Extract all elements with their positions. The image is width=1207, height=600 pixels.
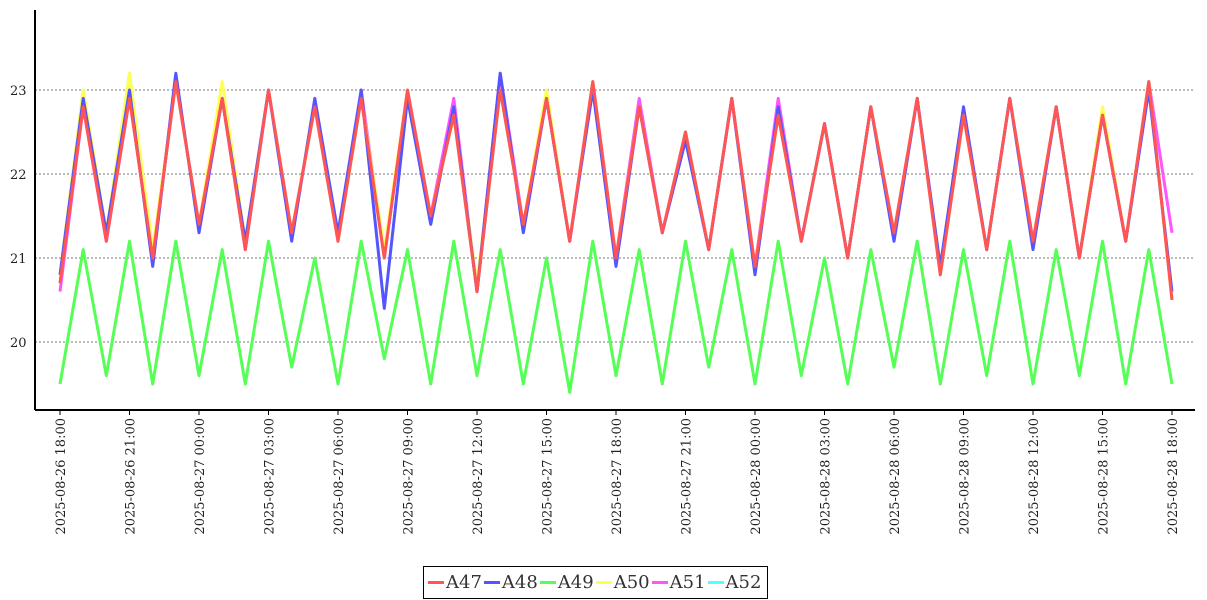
y-axis-ticks: 20 21 22 23 [10, 84, 27, 351]
legend-item-a48: A48 [483, 572, 538, 593]
x-tick-label: 2025-08-28 03:00 [819, 418, 834, 535]
x-tick-label: 2025-08-27 06:00 [332, 418, 347, 535]
x-tick-label: 2025-08-27 21:00 [680, 418, 695, 535]
legend-item-a51: A51 [651, 572, 706, 593]
x-tick-label: 2025-08-28 12:00 [1027, 418, 1042, 535]
legend-label: A51 [669, 572, 706, 593]
x-tick-label: 2025-08-28 15:00 [1097, 418, 1112, 535]
x-axis-ticks: 2025-08-26 18:00 2025-08-26 21:00 2025-08-… [54, 410, 1181, 535]
legend-swatch [651, 581, 668, 584]
x-tick-label: 2025-08-27 03:00 [263, 418, 278, 535]
x-tick-label: 2025-08-27 09:00 [402, 418, 417, 535]
x-tick-label: 2025-08-26 21:00 [124, 418, 139, 535]
legend-label: A49 [557, 572, 594, 593]
legend-swatch [483, 581, 500, 584]
y-tick-label: 20 [10, 336, 27, 351]
y-tick-label: 22 [10, 168, 27, 183]
legend-label: A50 [613, 572, 650, 593]
series-line-a49 [58, 239, 1174, 394]
legend: A47 A48 A49 A50 A51 A52 [423, 566, 769, 599]
x-tick-label: 2025-08-28 09:00 [958, 418, 973, 535]
legend-item-a50: A50 [595, 572, 650, 593]
x-tick-label: 2025-08-27 12:00 [471, 418, 486, 535]
legend-item-a47: A47 [428, 572, 482, 593]
y-tick-label: 21 [10, 252, 27, 267]
legend-item-a52: A52 [707, 572, 762, 593]
line-chart: 20 21 22 23 2025-08-26 18:00 2025-08-26 21:0… [10, 10, 1195, 535]
legend-label: A48 [501, 572, 538, 593]
x-tick-label: 2025-08-27 00:00 [193, 418, 208, 535]
x-tick-label: 2025-08-27 18:00 [610, 418, 625, 535]
legend-swatch [428, 581, 444, 584]
legend-label: A52 [725, 572, 762, 593]
series-line-a47 [58, 80, 1174, 301]
series-lines [58, 71, 1174, 394]
legend-label: A47 [446, 572, 482, 593]
x-tick-label: 2025-08-26 18:00 [54, 418, 69, 535]
legend-swatch [707, 581, 724, 584]
x-tick-label: 2025-08-28 06:00 [888, 418, 903, 535]
legend-item-a49: A49 [539, 572, 594, 593]
legend-swatch [539, 581, 556, 584]
legend-swatch [595, 581, 612, 584]
y-tick-label: 23 [10, 84, 27, 99]
x-tick-label: 2025-08-27 15:00 [541, 418, 556, 535]
x-tick-label: 2025-08-28 00:00 [749, 418, 764, 535]
x-tick-label: 2025-08-28 18:00 [1166, 418, 1181, 535]
